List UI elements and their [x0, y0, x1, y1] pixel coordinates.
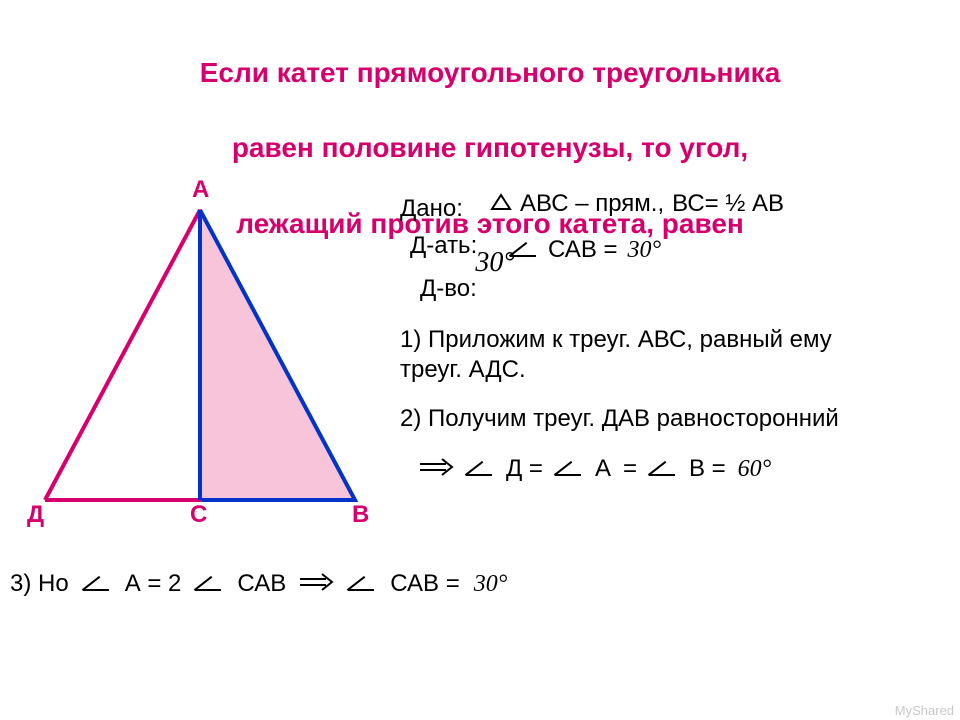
step3-value: 30°: [474, 571, 508, 598]
step3-a-eq-2: А = 2: [125, 570, 182, 598]
triangle-diagram: А В С Д: [0, 180, 400, 540]
vertex-label-b: В: [352, 501, 369, 529]
to-prove-angle: САВ =: [548, 236, 618, 264]
given-content: АВС – прям., ВС= ½ АВ: [490, 190, 784, 218]
given-text-2: ВС= ½ АВ: [672, 190, 784, 218]
step3-but: 3) Но: [10, 570, 69, 598]
angle-d-text: Д =: [506, 455, 543, 483]
angle-b-text: В =: [689, 455, 726, 483]
implies-icon: [420, 458, 454, 476]
proof-step-3: 3) Но А = 2 САВ САВ = 30°: [10, 570, 507, 598]
angle-a-text: А: [595, 455, 611, 483]
vertex-label-c: С: [190, 501, 207, 529]
proof-step-1: 1) Приложим к треуг. АВС, равный ему тре…: [400, 325, 940, 385]
to-prove-content: САВ = 30°: [510, 236, 661, 264]
triangle-icon: [490, 193, 512, 211]
angle-icon: [195, 571, 223, 591]
title-angle-value: 30°: [475, 244, 514, 282]
angle-icon: [83, 571, 111, 591]
proof-step-2: 2) Получим треуг. ДАВ равносторонний: [400, 405, 960, 433]
vertex-label-a: А: [192, 176, 209, 204]
given-label: Дано:: [400, 195, 463, 223]
proof-angles-line: Д = А = В = 60°: [420, 455, 771, 483]
angle-icon: [466, 456, 494, 476]
implies-icon: [300, 573, 334, 591]
angle-eq1: =: [623, 455, 637, 483]
title-line-1: Если катет прямоугольного треугольника: [60, 54, 920, 92]
to-prove-value: 30°: [628, 237, 662, 264]
given-text-1: АВС – прям.,: [520, 190, 664, 218]
vertex-label-d: Д: [27, 501, 44, 529]
angle-icon: [555, 456, 583, 476]
title-line-2: равен половине гипотенузы, то угол,: [60, 129, 920, 167]
sixty-degrees: 60°: [738, 456, 772, 483]
angle-icon: [649, 456, 677, 476]
step3-cab: САВ: [237, 570, 286, 598]
proof-label: Д-во:: [420, 275, 477, 303]
angle-icon: [348, 571, 376, 591]
angle-icon: [510, 237, 538, 257]
to-prove-label: Д-ать:: [410, 232, 477, 260]
step3-cab-eq: САВ =: [390, 570, 460, 598]
watermark: MyShared: [895, 703, 954, 718]
